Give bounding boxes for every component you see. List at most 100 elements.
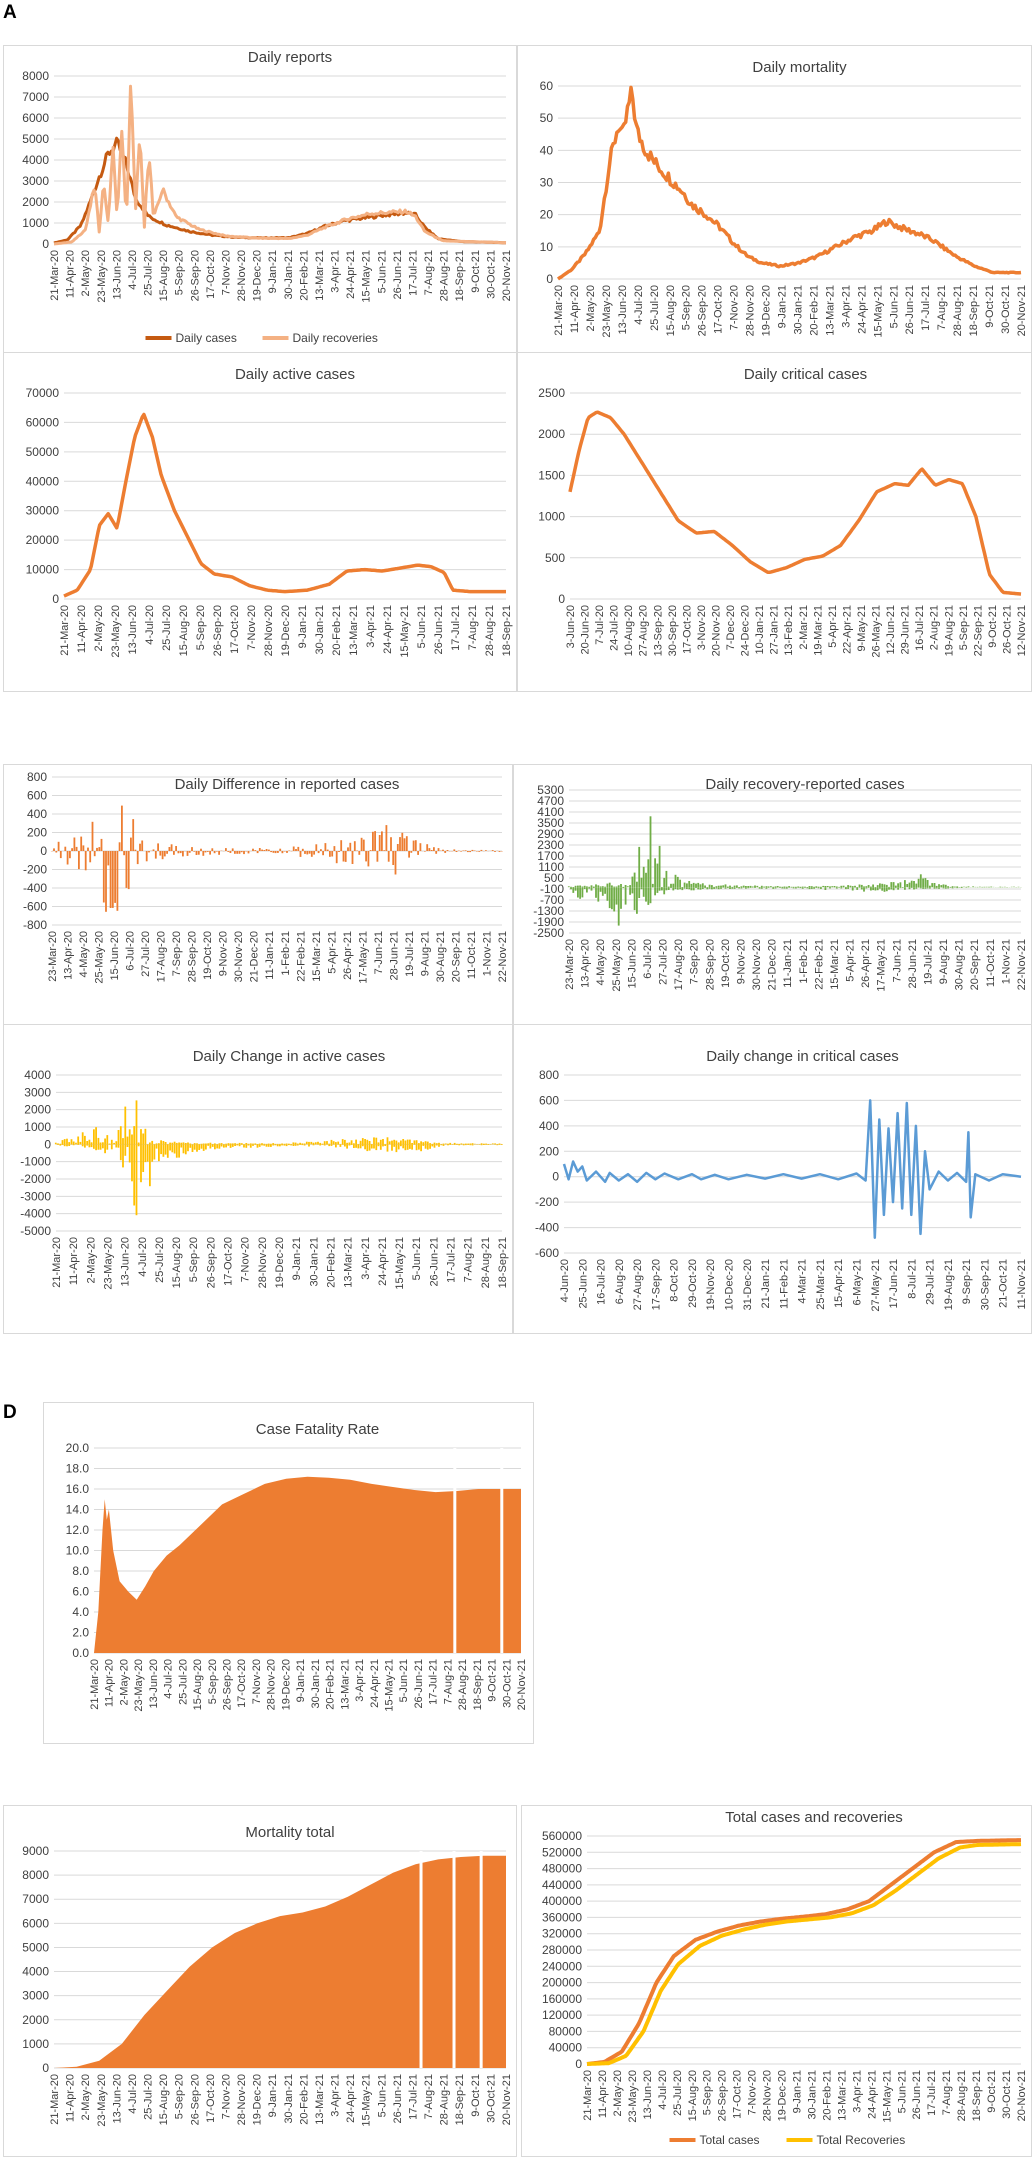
bar bbox=[424, 851, 426, 852]
bar bbox=[64, 1144, 66, 1146]
x-tick-label: 19-Dec-20 bbox=[274, 1237, 286, 1288]
bar bbox=[943, 884, 945, 887]
bar bbox=[761, 887, 763, 889]
x-tick-label: 1-Nov-21 bbox=[1000, 939, 1012, 984]
bar bbox=[234, 851, 236, 854]
bar bbox=[815, 886, 817, 887]
x-tick-label: 15-Jun-20 bbox=[626, 939, 638, 989]
x-tick-label: 9-Aug-21 bbox=[938, 939, 950, 984]
bar bbox=[127, 1144, 129, 1147]
bar bbox=[157, 843, 159, 851]
y-tick-label: -200 bbox=[535, 1195, 559, 1209]
x-tick-label: 7-Aug-21 bbox=[936, 285, 948, 330]
bar bbox=[59, 1144, 61, 1145]
x-tick-label: 19-Dec-20 bbox=[777, 2070, 789, 2121]
bar bbox=[854, 887, 856, 888]
x-tick-label: 15-Apr-21 bbox=[833, 1259, 845, 1308]
x-tick-label: 2-May-20 bbox=[93, 605, 105, 651]
x-tick-label: 29-Oct-20 bbox=[687, 1259, 699, 1308]
bar bbox=[582, 887, 584, 888]
bar bbox=[146, 851, 148, 861]
y-tick-label: 8000 bbox=[22, 1868, 49, 1882]
x-tick-label: 9-Jan-21 bbox=[267, 250, 279, 293]
x-tick-label: 11-Nov-21 bbox=[1016, 1259, 1028, 1310]
x-tick-label: 9-May-21 bbox=[856, 605, 868, 651]
bar bbox=[879, 887, 881, 888]
y-tick-label: 3000 bbox=[24, 1085, 51, 1099]
bar bbox=[205, 1144, 207, 1149]
bar bbox=[212, 1144, 214, 1147]
bar bbox=[925, 887, 927, 889]
x-tick-label: 30-Oct-21 bbox=[1000, 285, 1012, 334]
bar bbox=[668, 887, 670, 890]
x-tick-label: 26-Jun-21 bbox=[433, 605, 445, 655]
x-tick-label: 13-Mar-21 bbox=[314, 2074, 326, 2125]
x-tick-label: 21-Mar-20 bbox=[59, 605, 71, 656]
bar bbox=[629, 887, 631, 895]
bar bbox=[324, 1144, 326, 1145]
bar bbox=[418, 1143, 420, 1144]
bar bbox=[95, 1127, 97, 1144]
bar bbox=[888, 887, 890, 890]
bar bbox=[315, 844, 317, 851]
bar bbox=[106, 1135, 108, 1144]
y-tick-label: 4000 bbox=[22, 153, 49, 167]
bar bbox=[483, 1144, 485, 1145]
bar bbox=[151, 1141, 153, 1144]
bar bbox=[340, 1144, 342, 1147]
x-tick-label: 30-Oct-21 bbox=[485, 2074, 497, 2123]
bar bbox=[818, 887, 820, 888]
bar bbox=[911, 881, 913, 887]
x-tick-label: 21-Jan-21 bbox=[760, 1259, 772, 1309]
bar bbox=[414, 1140, 416, 1144]
bar bbox=[114, 851, 116, 903]
bar bbox=[301, 1144, 303, 1145]
bar bbox=[752, 887, 754, 888]
bar bbox=[191, 847, 193, 851]
bar bbox=[113, 1143, 115, 1144]
bar bbox=[595, 887, 597, 898]
bar bbox=[472, 1144, 474, 1145]
y-tick-label: 0 bbox=[42, 237, 49, 251]
y-tick-label: 5000 bbox=[22, 132, 49, 146]
y-tick-label: 2000 bbox=[538, 427, 565, 441]
bar bbox=[187, 1143, 189, 1145]
bar bbox=[286, 851, 288, 853]
bar bbox=[57, 1144, 59, 1145]
bar bbox=[175, 846, 177, 851]
bar bbox=[82, 1132, 84, 1144]
x-tick-label: 4-Jul-20 bbox=[127, 250, 139, 290]
bar bbox=[98, 1144, 100, 1149]
bar bbox=[375, 1138, 377, 1145]
bar bbox=[727, 887, 729, 888]
bar bbox=[865, 887, 867, 888]
bar bbox=[600, 887, 602, 892]
bar bbox=[373, 1137, 375, 1144]
bar bbox=[663, 878, 665, 887]
bar bbox=[277, 1144, 279, 1146]
bar bbox=[820, 887, 822, 889]
x-tick-label: 7-Aug-21 bbox=[423, 250, 435, 295]
y-tick-label: 20 bbox=[540, 208, 554, 222]
bar bbox=[417, 851, 419, 855]
bar bbox=[426, 844, 428, 851]
bar bbox=[290, 1144, 292, 1145]
x-tick-label: 4-May-20 bbox=[595, 939, 607, 985]
bar bbox=[815, 887, 817, 888]
bar bbox=[93, 1129, 95, 1144]
bar bbox=[611, 887, 613, 909]
bar bbox=[897, 887, 899, 890]
bar bbox=[852, 886, 854, 887]
bar bbox=[351, 1140, 353, 1144]
x-tick-label: 7-Aug-21 bbox=[467, 605, 479, 650]
y-tick-label: 5300 bbox=[537, 783, 564, 797]
bar bbox=[111, 1140, 113, 1145]
bar bbox=[791, 887, 793, 888]
bar bbox=[223, 1144, 225, 1147]
bar bbox=[595, 884, 597, 887]
bar bbox=[472, 850, 474, 851]
bar bbox=[363, 840, 365, 851]
bar bbox=[465, 1144, 467, 1145]
bar bbox=[568, 886, 570, 887]
